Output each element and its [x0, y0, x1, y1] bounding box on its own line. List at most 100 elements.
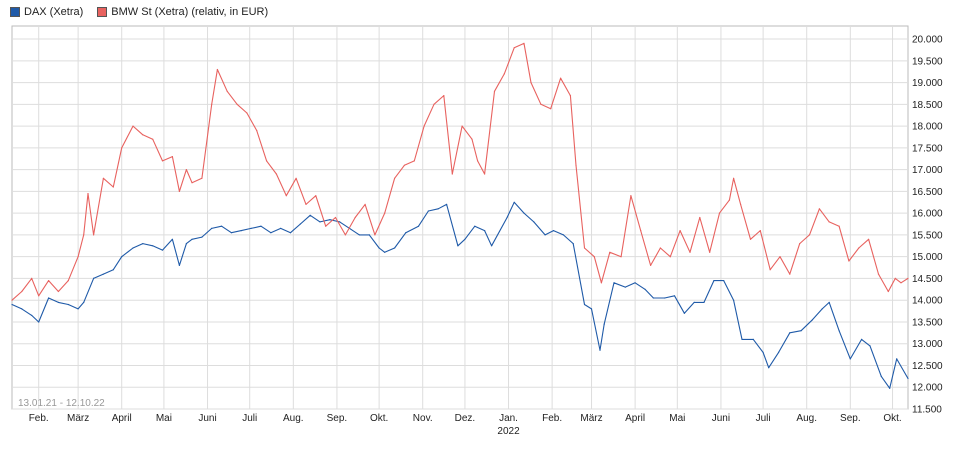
data-point-bmw	[503, 73, 505, 75]
legend-item-bmw[interactable]: BMW St (Xetra) (relativ, in EUR)	[97, 6, 268, 18]
data-point-bmw	[152, 138, 154, 140]
x-tick-label: Sep.	[840, 413, 861, 424]
x-tick-label: April	[625, 413, 645, 424]
data-point-dax	[48, 297, 50, 299]
data-point-bmw	[275, 173, 277, 175]
data-point-dax	[319, 221, 321, 223]
data-point-dax	[384, 251, 386, 253]
data-point-dax	[907, 377, 909, 380]
y-tick-label: 11.500	[912, 405, 942, 416]
data-point-dax	[358, 234, 360, 236]
data-point-bmw	[461, 125, 463, 127]
data-point-dax	[67, 303, 69, 306]
data-point-dax	[491, 245, 493, 247]
y-tick-label: 19.000	[912, 78, 943, 89]
data-point-dax	[93, 277, 95, 279]
data-point-dax	[733, 299, 735, 301]
data-point-dax	[427, 210, 429, 212]
data-point-dax	[552, 230, 555, 232]
data-point-bmw	[171, 156, 173, 158]
data-point-dax	[789, 332, 791, 334]
data-point-bmw	[593, 256, 595, 258]
data-point-dax	[599, 349, 601, 351]
data-point-bmw	[808, 234, 811, 236]
data-point-dax	[211, 227, 213, 229]
data-point-dax	[309, 214, 311, 216]
data-point-dax	[142, 243, 144, 245]
x-tick-label: März	[580, 413, 602, 424]
data-point-bmw	[285, 195, 287, 197]
legend-item-dax[interactable]: DAX (Xetra)	[10, 6, 83, 18]
data-point-bmw	[384, 212, 386, 214]
data-point-dax	[544, 234, 546, 236]
data-point-dax	[572, 243, 574, 245]
data-point-dax	[250, 227, 252, 229]
data-point-bmw	[295, 177, 297, 179]
data-point-bmw	[887, 290, 889, 293]
y-tick-label: 12.500	[912, 361, 943, 372]
data-point-dax	[583, 303, 586, 306]
data-point-dax	[31, 314, 33, 316]
data-point-bmw	[630, 195, 632, 197]
grid-layer	[11, 25, 909, 410]
data-point-dax	[703, 301, 705, 303]
data-point-bmw	[471, 138, 473, 140]
data-point-bmw	[403, 164, 405, 166]
data-point-dax	[102, 273, 104, 275]
data-point-bmw	[226, 90, 228, 92]
x-tick-label: Juni	[198, 413, 216, 424]
data-point-bmw	[907, 277, 909, 279]
y-tick-label: 16.000	[912, 209, 943, 220]
data-point-dax	[664, 297, 666, 299]
data-point-dax	[800, 330, 802, 332]
data-point-dax	[828, 301, 830, 303]
data-point-bmw	[699, 216, 701, 219]
data-point-dax	[280, 227, 282, 229]
data-point-dax	[484, 230, 486, 232]
data-point-bmw	[93, 234, 95, 236]
data-point-dax	[889, 387, 891, 389]
data-point-bmw	[838, 225, 840, 227]
data-point-bmw	[894, 277, 896, 279]
data-point-bmw	[246, 112, 248, 114]
data-point-bmw	[325, 225, 327, 227]
data-point-bmw	[689, 251, 691, 253]
y-tick-label: 18.000	[912, 122, 943, 133]
data-point-bmw	[102, 177, 104, 179]
data-point-dax	[464, 238, 466, 240]
data-point-bmw	[513, 47, 515, 49]
data-point-dax	[752, 338, 754, 340]
data-point-bmw	[728, 199, 731, 201]
data-point-dax	[394, 247, 396, 249]
axis-layer: 11.500 12.000 12.500 13.000 13.500 14.000 14.5…	[29, 35, 943, 437]
data-point-dax	[562, 234, 565, 236]
x-tick-label: Dez.	[455, 413, 476, 424]
data-point-dax	[683, 312, 686, 314]
data-point-dax	[506, 216, 508, 219]
data-point-dax	[768, 367, 770, 369]
data-point-bmw	[413, 160, 415, 162]
y-tick-label: 12.000	[912, 383, 943, 394]
data-point-dax	[368, 234, 370, 236]
x-tick-label: Okt.	[370, 413, 388, 424]
data-point-bmw	[77, 256, 79, 258]
y-tick-label: 19.500	[912, 56, 943, 67]
data-point-dax	[778, 351, 780, 353]
data-point-bmw	[640, 230, 642, 232]
x-tick-label: Sep.	[327, 413, 348, 424]
data-point-bmw	[877, 273, 880, 275]
data-point-bmw	[669, 256, 671, 258]
data-point-bmw	[709, 251, 711, 253]
data-point-dax	[849, 358, 851, 360]
x-year-label: 2022	[497, 426, 520, 437]
data-point-dax	[603, 323, 605, 325]
data-point-bmw	[733, 177, 735, 179]
data-point-bmw	[540, 103, 542, 105]
x-tick-label: Feb.	[542, 413, 562, 424]
data-point-bmw	[443, 95, 445, 97]
y-tick-label: 14.500	[912, 274, 943, 285]
data-point-bmw	[848, 260, 850, 262]
data-point-bmw	[236, 103, 238, 105]
data-point-bmw	[185, 169, 187, 171]
legend: DAX (Xetra) BMW St (Xetra) (relativ, in …	[10, 6, 268, 18]
